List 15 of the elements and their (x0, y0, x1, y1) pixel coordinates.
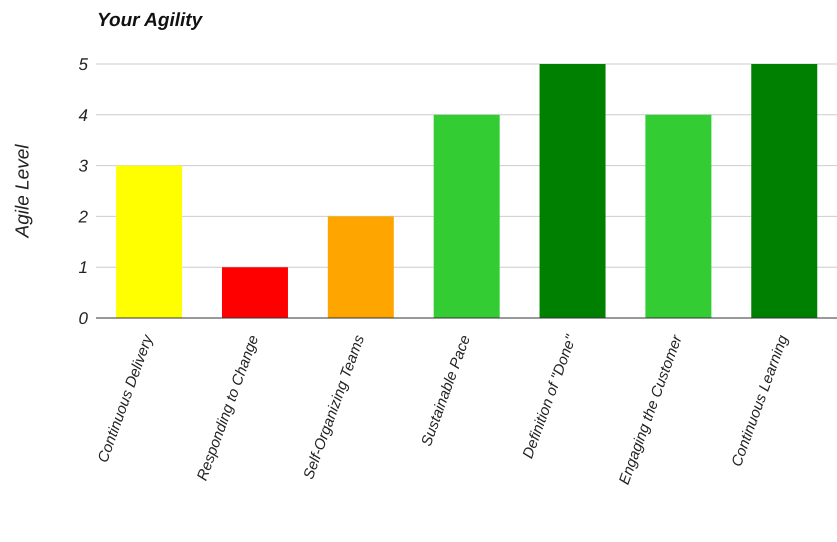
bar (222, 267, 288, 318)
y-tick-label: 5 (78, 55, 89, 74)
bar (645, 114, 712, 318)
bar (116, 166, 182, 318)
bar (434, 114, 500, 318)
bar (540, 64, 606, 318)
y-tick-label: 1 (78, 258, 88, 278)
bar (328, 216, 394, 318)
y-tick-label: 4 (78, 106, 88, 125)
y-axis-title: Agile Level (12, 144, 34, 238)
y-tick-label: 3 (78, 156, 89, 176)
y-tick-label: 2 (78, 207, 89, 226)
chart-title: Your Agility (97, 10, 202, 32)
y-tick-label: 0 (78, 309, 89, 328)
bar (751, 64, 818, 318)
